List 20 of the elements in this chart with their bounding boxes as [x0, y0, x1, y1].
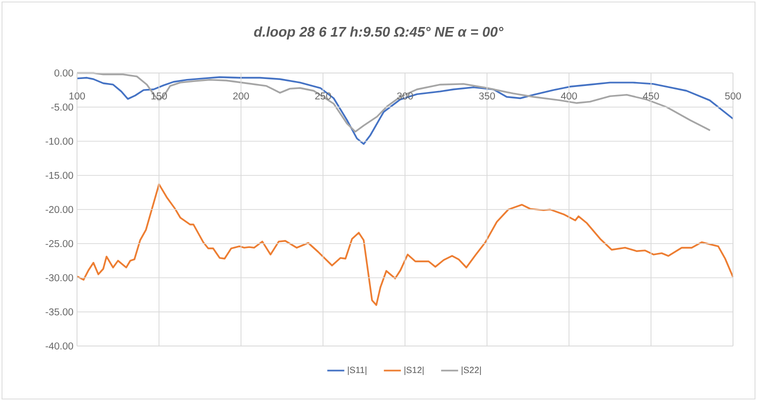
x-tick-label: 350: [479, 92, 495, 100]
y-tick-label: -35.00: [46, 308, 74, 316]
line-series: [76, 183, 734, 306]
y-tick-label: -25.00: [46, 240, 74, 248]
chart-title: d.loop 28 6 17 h:9.50 Ω:45° NE α = 00°: [254, 26, 504, 40]
y-tick-label: -5.00: [51, 104, 74, 111]
y-tick-label: -40.00: [46, 342, 74, 350]
y-tick-label: -15.00: [46, 172, 74, 179]
x-tick-label: 450: [642, 92, 659, 100]
y-tick-label: -10.00: [46, 138, 74, 145]
y-tick-label: -20.00: [46, 206, 74, 214]
x-tick-label: 100: [69, 92, 85, 100]
y-tick-label: 0.00: [54, 69, 74, 77]
legend-label: |S12|: [404, 366, 424, 375]
legend-label: |S11|: [348, 366, 366, 375]
x-tick-label: 500: [725, 92, 741, 100]
x-tick-label: 400: [560, 92, 577, 100]
x-tick-label: 200: [233, 92, 249, 100]
legend-label: |S22|: [462, 366, 481, 375]
y-tick-label: -30.00: [46, 274, 74, 282]
